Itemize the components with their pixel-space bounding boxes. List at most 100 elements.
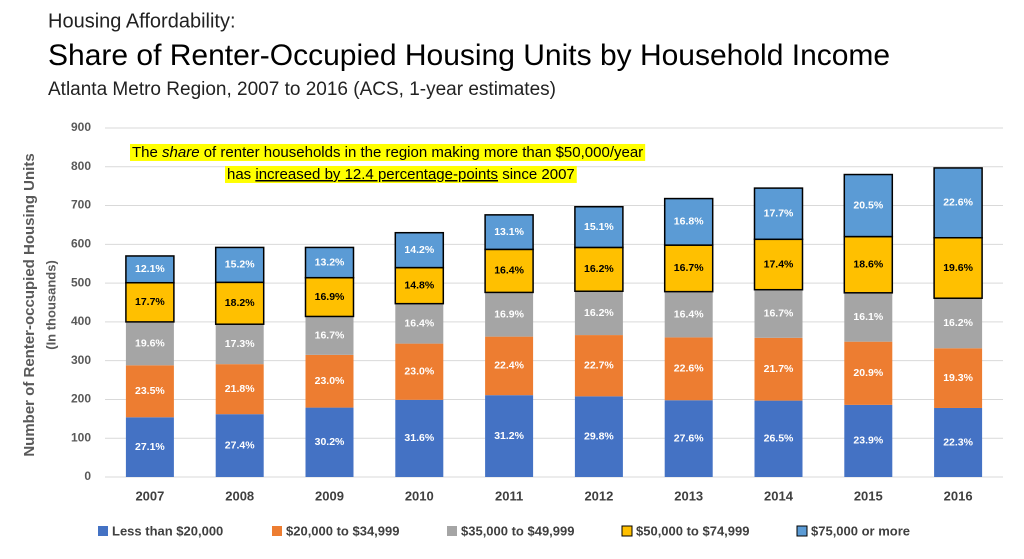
segment-label: 16.4%: [674, 308, 704, 320]
segment-label: 13.2%: [315, 256, 345, 268]
segment-label: 12.1%: [135, 263, 165, 275]
bar-segment: [125, 321, 174, 366]
segment-label: 18.2%: [225, 297, 255, 309]
segment-label: 19.3%: [943, 372, 973, 384]
segment-label: 22.4%: [494, 360, 524, 372]
y-tick-label: 900: [71, 120, 91, 134]
bar-segment: [305, 354, 354, 408]
annotation: has increased by 12.4 percentage-points …: [227, 166, 575, 183]
annotation-part: has: [227, 166, 255, 183]
segment-label: 20.5%: [853, 199, 883, 211]
bar-segment: [934, 348, 983, 408]
segment-label: 16.4%: [494, 265, 524, 277]
bar-segment: [395, 343, 444, 400]
x-tick-label: 2007: [135, 488, 164, 503]
segment-label: 14.8%: [404, 279, 434, 291]
bar-segment: [663, 244, 714, 293]
y-tick-label: 0: [84, 469, 91, 483]
segment-label: 16.7%: [764, 308, 794, 320]
segment-label: 18.6%: [853, 258, 883, 270]
segment-label: 19.6%: [943, 262, 973, 274]
y-axis-label: Number of Renter-occupied Housing Units: [21, 153, 38, 456]
bar-segment: [753, 238, 804, 291]
bar-segment: [304, 246, 355, 279]
bar-segment: [933, 236, 983, 299]
y-axis-unit: (In thousands): [43, 260, 58, 350]
bar-segment: [394, 266, 445, 305]
bar-segment: [934, 298, 983, 349]
x-tick-label: 2014: [764, 488, 794, 503]
x-tick-label: 2011: [495, 488, 523, 503]
y-tick-label: 700: [71, 198, 91, 212]
x-tick-label: 2008: [225, 488, 254, 503]
bar-segment: [663, 197, 714, 246]
y-tick-label: 200: [71, 392, 91, 406]
segment-label: 20.9%: [853, 367, 883, 379]
y-tick-label: 500: [71, 275, 91, 289]
segment-label: 31.2%: [494, 430, 524, 442]
segment-label: 16.2%: [584, 263, 614, 275]
bar-segment: [125, 417, 174, 477]
bar-segment: [754, 400, 803, 477]
legend-swatch: [796, 525, 808, 537]
segment-label: 16.7%: [674, 262, 704, 274]
legend-label: $35,000 to $49,999: [461, 523, 574, 538]
annotation-part: since 2007: [498, 166, 575, 183]
bar-segment: [933, 167, 983, 239]
bar-segment: [664, 400, 713, 477]
segment-label: 16.9%: [494, 308, 524, 320]
segment-label: 23.9%: [853, 435, 883, 447]
bar-segment: [485, 336, 534, 396]
annotation-highlight: [130, 143, 646, 161]
chart-title: Share of Renter-Occupied Housing Units b…: [48, 39, 890, 72]
segment-label: 27.4%: [225, 439, 255, 451]
segment-label: 23.0%: [315, 375, 345, 387]
chart-kicker: Housing Affordability:: [48, 10, 236, 32]
segment-label: 16.4%: [404, 317, 434, 329]
segment-label: 15.2%: [225, 259, 255, 271]
annotation-part: of renter households in the region makin…: [200, 144, 644, 161]
bar-segment: [664, 337, 713, 401]
x-tick-label: 2009: [315, 488, 344, 503]
bar-segment: [574, 396, 623, 477]
bar-segment: [485, 395, 534, 477]
bar-segment: [843, 173, 894, 238]
bar-segment: [395, 399, 444, 477]
y-tick-label: 300: [71, 353, 91, 367]
bar-segment: [574, 246, 624, 293]
segment-label: 17.3%: [225, 338, 255, 350]
segment-label: 16.8%: [674, 216, 704, 228]
segment-label: 23.0%: [404, 365, 434, 377]
segment-label: 16.2%: [943, 317, 973, 329]
bar-segment: [214, 281, 265, 325]
segment-label: 15.1%: [584, 221, 614, 233]
chart-subtitle: Atlanta Metro Region, 2007 to 2016 (ACS,…: [48, 79, 556, 100]
y-tick-label: 400: [71, 314, 91, 328]
bar-segment: [215, 414, 264, 477]
segment-label: 22.6%: [674, 363, 704, 375]
bar-segment: [215, 324, 264, 365]
bar-segment: [844, 292, 893, 342]
x-tick-label: 2015: [854, 488, 883, 503]
segment-label: 17.7%: [764, 207, 794, 219]
legend-label: $20,000 to $34,999: [286, 523, 399, 538]
y-tick-label: 100: [71, 430, 91, 444]
annotation-part: The: [132, 144, 162, 161]
x-tick-label: 2010: [405, 488, 434, 503]
segment-label: 22.3%: [943, 436, 973, 448]
segment-label: 21.7%: [764, 363, 794, 375]
bar-segment: [934, 407, 983, 477]
bar-segment: [394, 231, 445, 269]
bar-segment: [664, 291, 713, 338]
bar-segment: [844, 404, 893, 477]
bar-segment: [574, 335, 623, 397]
bar-segment: [754, 289, 803, 338]
bar-segment: [125, 365, 174, 418]
bar-segment: [395, 303, 444, 344]
bar-segment: [844, 341, 893, 405]
bar-segment: [214, 246, 265, 284]
bar-segment: [484, 214, 534, 251]
annotation-highlight: [225, 165, 577, 183]
annotation-part: share: [162, 144, 200, 161]
